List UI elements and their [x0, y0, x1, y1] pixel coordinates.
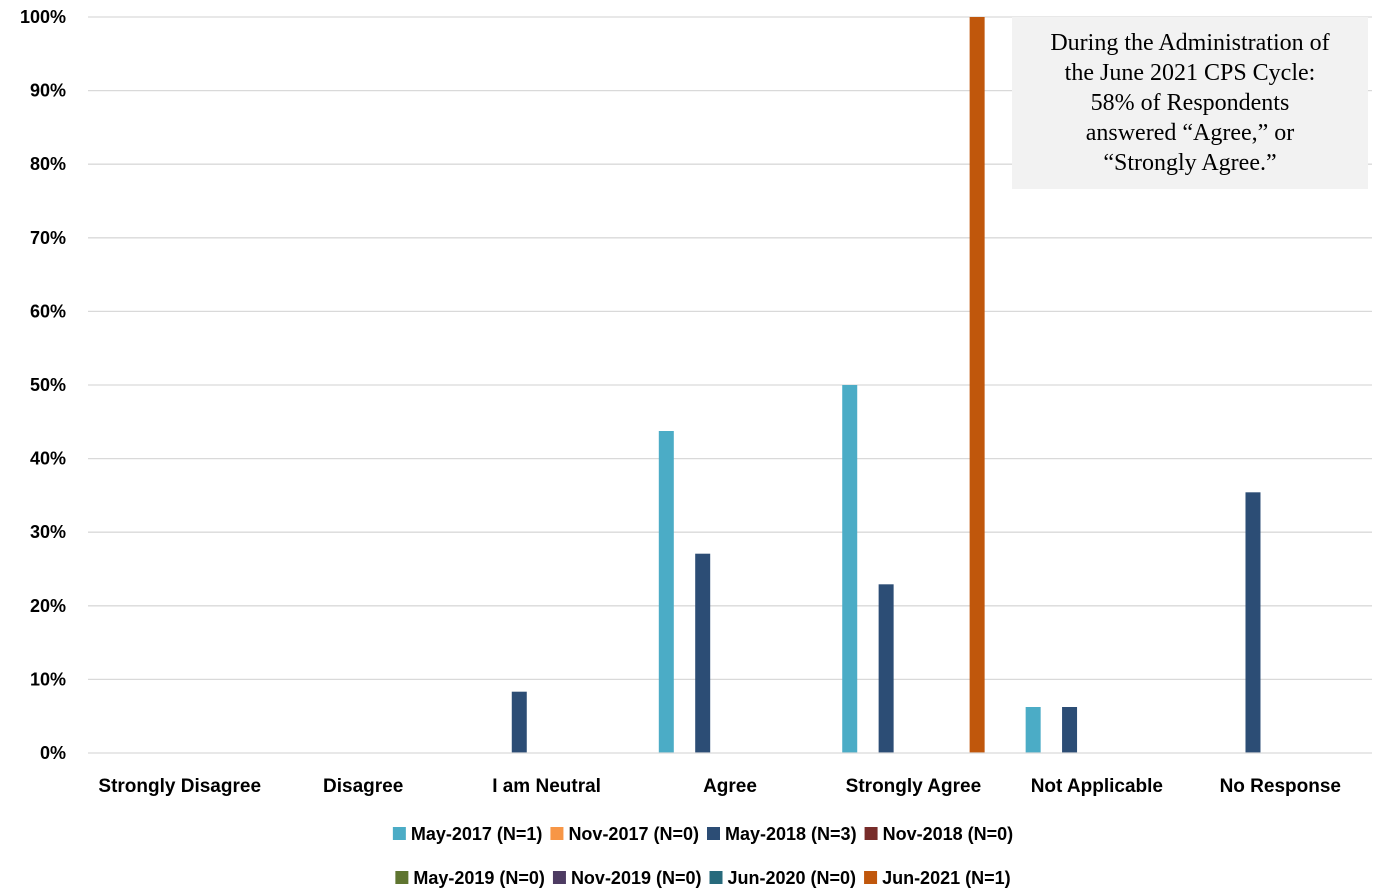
legend-label: Nov-2018 (N=0) [883, 824, 1014, 844]
y-tick-label: 90% [30, 81, 66, 101]
bar [658, 431, 674, 753]
y-tick-label: 80% [30, 154, 66, 174]
y-axis-ticks: 0% 10% 20% 30% 40% 50% 60% 70% 80% 90% 100% [20, 7, 66, 763]
x-axis-categories: Strongly Disagree Disagree I am Neutral Agr… [98, 776, 1341, 797]
annotation-line: the June 2021 CPS Cycle: [1064, 60, 1316, 86]
legend-label: Nov-2019 (N=0) [571, 868, 702, 888]
legend: May-2017 (N=1) Nov-2017 (N=0) May-2018 (N=… [392, 824, 1014, 888]
legend-swatch [709, 871, 723, 884]
y-tick-label: 60% [30, 301, 66, 321]
legend-label: Jun-2021 (N=1) [882, 868, 1011, 888]
legend-swatch [552, 871, 566, 884]
legend-label: May-2017 (N=1) [411, 824, 543, 844]
legend-swatch [550, 827, 564, 840]
annotation-line: 58% of Respondents [1090, 90, 1290, 116]
legend-label: May-2019 (N=0) [413, 868, 545, 888]
y-tick-label: 50% [30, 375, 66, 395]
x-category-label: No Response [1220, 776, 1341, 797]
bar [511, 691, 527, 753]
bars [511, 17, 1261, 753]
y-tick-label: 70% [30, 228, 66, 248]
annotation-box: During the Administration of the June 20… [1012, 17, 1368, 189]
annotation-line: “Strongly Agree.” [1103, 150, 1277, 176]
legend-swatch [707, 827, 720, 840]
y-tick-label: 20% [30, 596, 66, 616]
bar [1245, 492, 1261, 753]
bar [969, 17, 985, 753]
y-tick-label: 10% [30, 669, 66, 689]
bar [1062, 707, 1078, 753]
y-tick-label: 100% [20, 7, 66, 27]
x-category-label: Not Applicable [1031, 776, 1163, 797]
legend-label: Nov-2017 (N=0) [568, 824, 699, 844]
x-category-label: I am Neutral [492, 776, 601, 797]
x-category-label: Strongly Agree [846, 776, 982, 797]
legend-label: May-2018 (N=3) [725, 824, 857, 844]
legend-swatch [864, 871, 878, 884]
legend-label: Jun-2020 (N=0) [728, 868, 857, 888]
annotation-line: During the Administration of [1050, 30, 1330, 56]
bar [695, 553, 711, 753]
bar [842, 385, 858, 753]
legend-swatch [392, 827, 406, 840]
legend-swatch [395, 871, 409, 884]
bar [1025, 707, 1041, 753]
x-category-label: Strongly Disagree [98, 776, 261, 797]
y-tick-label: 30% [30, 522, 66, 542]
y-tick-label: 40% [30, 449, 66, 469]
legend-swatch [864, 827, 878, 840]
x-category-label: Disagree [323, 776, 403, 797]
annotation-line: answered “Agree,” or [1085, 120, 1295, 146]
x-category-label: Agree [703, 776, 757, 797]
y-tick-label: 0% [40, 743, 66, 763]
bar [878, 584, 894, 753]
